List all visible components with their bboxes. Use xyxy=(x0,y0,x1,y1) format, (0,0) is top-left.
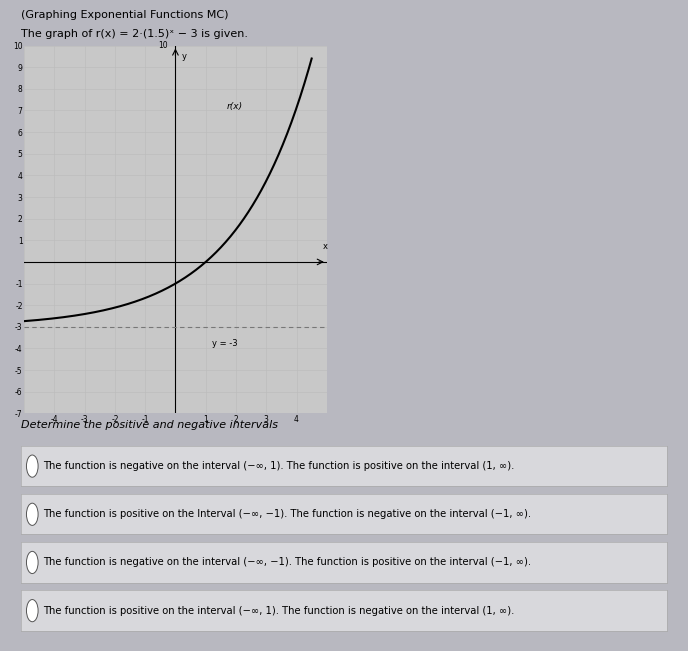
Text: The graph of r(x) = 2·(1.5)ˣ − 3 is given.: The graph of r(x) = 2·(1.5)ˣ − 3 is give… xyxy=(21,29,248,39)
Text: y = -3: y = -3 xyxy=(212,339,237,348)
Text: (Graphing Exponential Functions MC): (Graphing Exponential Functions MC) xyxy=(21,10,228,20)
Text: y: y xyxy=(182,52,186,61)
Text: The function is positive on the interval (−∞, 1). The function is negative on th: The function is positive on the interval… xyxy=(43,605,515,616)
Text: Determine the positive and negative intervals: Determine the positive and negative inte… xyxy=(21,420,278,430)
Ellipse shape xyxy=(26,503,38,525)
Text: r(x): r(x) xyxy=(227,102,243,111)
Text: x: x xyxy=(323,242,327,251)
Text: The function is negative on the interval (−∞, 1). The function is positive on th: The function is negative on the interval… xyxy=(43,461,515,471)
Ellipse shape xyxy=(26,551,38,574)
Ellipse shape xyxy=(26,600,38,622)
Ellipse shape xyxy=(26,455,38,477)
Text: The function is negative on the interval (−∞, −1). The function is positive on t: The function is negative on the interval… xyxy=(43,557,531,568)
Text: The function is positive on the Interval (−∞, −1). The function is negative on t: The function is positive on the Interval… xyxy=(43,509,531,519)
Text: 10: 10 xyxy=(158,41,168,50)
